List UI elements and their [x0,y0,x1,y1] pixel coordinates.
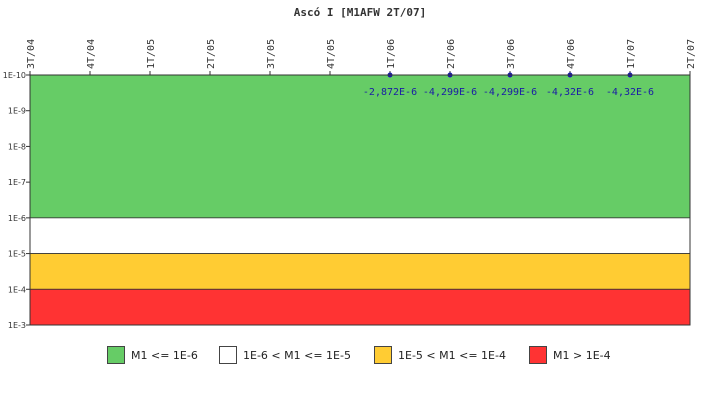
x-tick-label: 1T/05 [146,39,157,69]
data-label: -2,872E-6 [363,87,417,98]
legend-item: M1 > 1E-4 [529,344,611,366]
legend-label: M1 > 1E-4 [553,348,611,362]
x-tick-label: 2T/06 [446,39,457,69]
legend-swatch [107,346,125,364]
x-tick-label: 4T/05 [326,39,337,69]
legend-swatch [529,346,547,364]
y-tick-label: 1E-4 [8,285,26,294]
chart-svg: Ascó I [M1AFW 2T/07] 3T/04 4T/04 1T/05 2T/0… [3,6,697,330]
x-axis: 3T/04 4T/04 1T/05 2T/05 3T/05 4T/05 1T/06 2T/06… [26,39,697,75]
x-tick-label: 4T/06 [566,39,577,69]
y-axis: 1E-10 1E-9 1E-8 1E-7 1E-6 1E-5 1E-4 1E-3 [3,71,30,330]
x-tick-label: 3T/06 [506,39,517,69]
y-tick-label: 1E-6 [8,214,26,223]
x-tick-label: 2T/07 [686,39,697,69]
y-tick-label: 1E-9 [8,107,26,116]
legend-item: 1E-6 < M1 <= 1E-5 [219,344,351,366]
data-label: -4,32E-6 [606,87,654,98]
risk-bands [29,74,691,326]
x-tick-label: 3T/05 [266,39,277,69]
chart-title: Ascó I [M1AFW 2T/07] [294,6,426,19]
legend-item: 1E-5 < M1 <= 1E-4 [374,344,506,366]
plot-frame [29,74,691,326]
y-tick-label: 1E-7 [8,178,26,187]
legend-swatch [374,346,392,364]
y-tick-label: 1E-8 [8,142,26,151]
legend-label: 1E-5 < M1 <= 1E-4 [398,348,506,362]
legend-label: M1 <= 1E-6 [131,348,198,362]
band-0 [29,74,691,219]
band-3 [29,288,691,326]
x-tick-label: 2T/05 [206,39,217,69]
legend-swatch [219,346,237,364]
x-tick-label: 1T/06 [386,39,397,69]
y-tick-label: 1E-10 [3,71,26,80]
band-1 [29,217,691,254]
x-tick-label: 4T/04 [86,39,97,69]
y-tick-label: 1E-3 [8,321,26,330]
legend: M1 <= 1E-6 1E-6 < M1 <= 1E-5 1E-5 < M1 <= … [0,344,720,368]
x-tick-label: 3T/04 [26,39,37,69]
data-label: -4,299E-6 [423,87,477,98]
legend-label: 1E-6 < M1 <= 1E-5 [243,348,351,362]
x-tick-label: 1T/07 [626,39,637,69]
data-label: -4,32E-6 [546,87,594,98]
y-tick-label: 1E-5 [8,250,26,259]
band-2 [29,253,691,290]
data-label: -4,299E-6 [483,87,537,98]
legend-item: M1 <= 1E-6 [107,344,198,366]
